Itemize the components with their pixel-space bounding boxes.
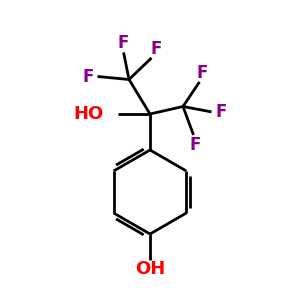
Text: F: F: [118, 34, 129, 52]
Text: F: F: [150, 40, 162, 58]
Text: HO: HO: [73, 105, 104, 123]
Text: F: F: [215, 103, 227, 121]
Text: F: F: [82, 68, 94, 85]
Text: F: F: [189, 136, 201, 154]
Text: OH: OH: [135, 260, 165, 278]
Text: F: F: [197, 64, 208, 82]
